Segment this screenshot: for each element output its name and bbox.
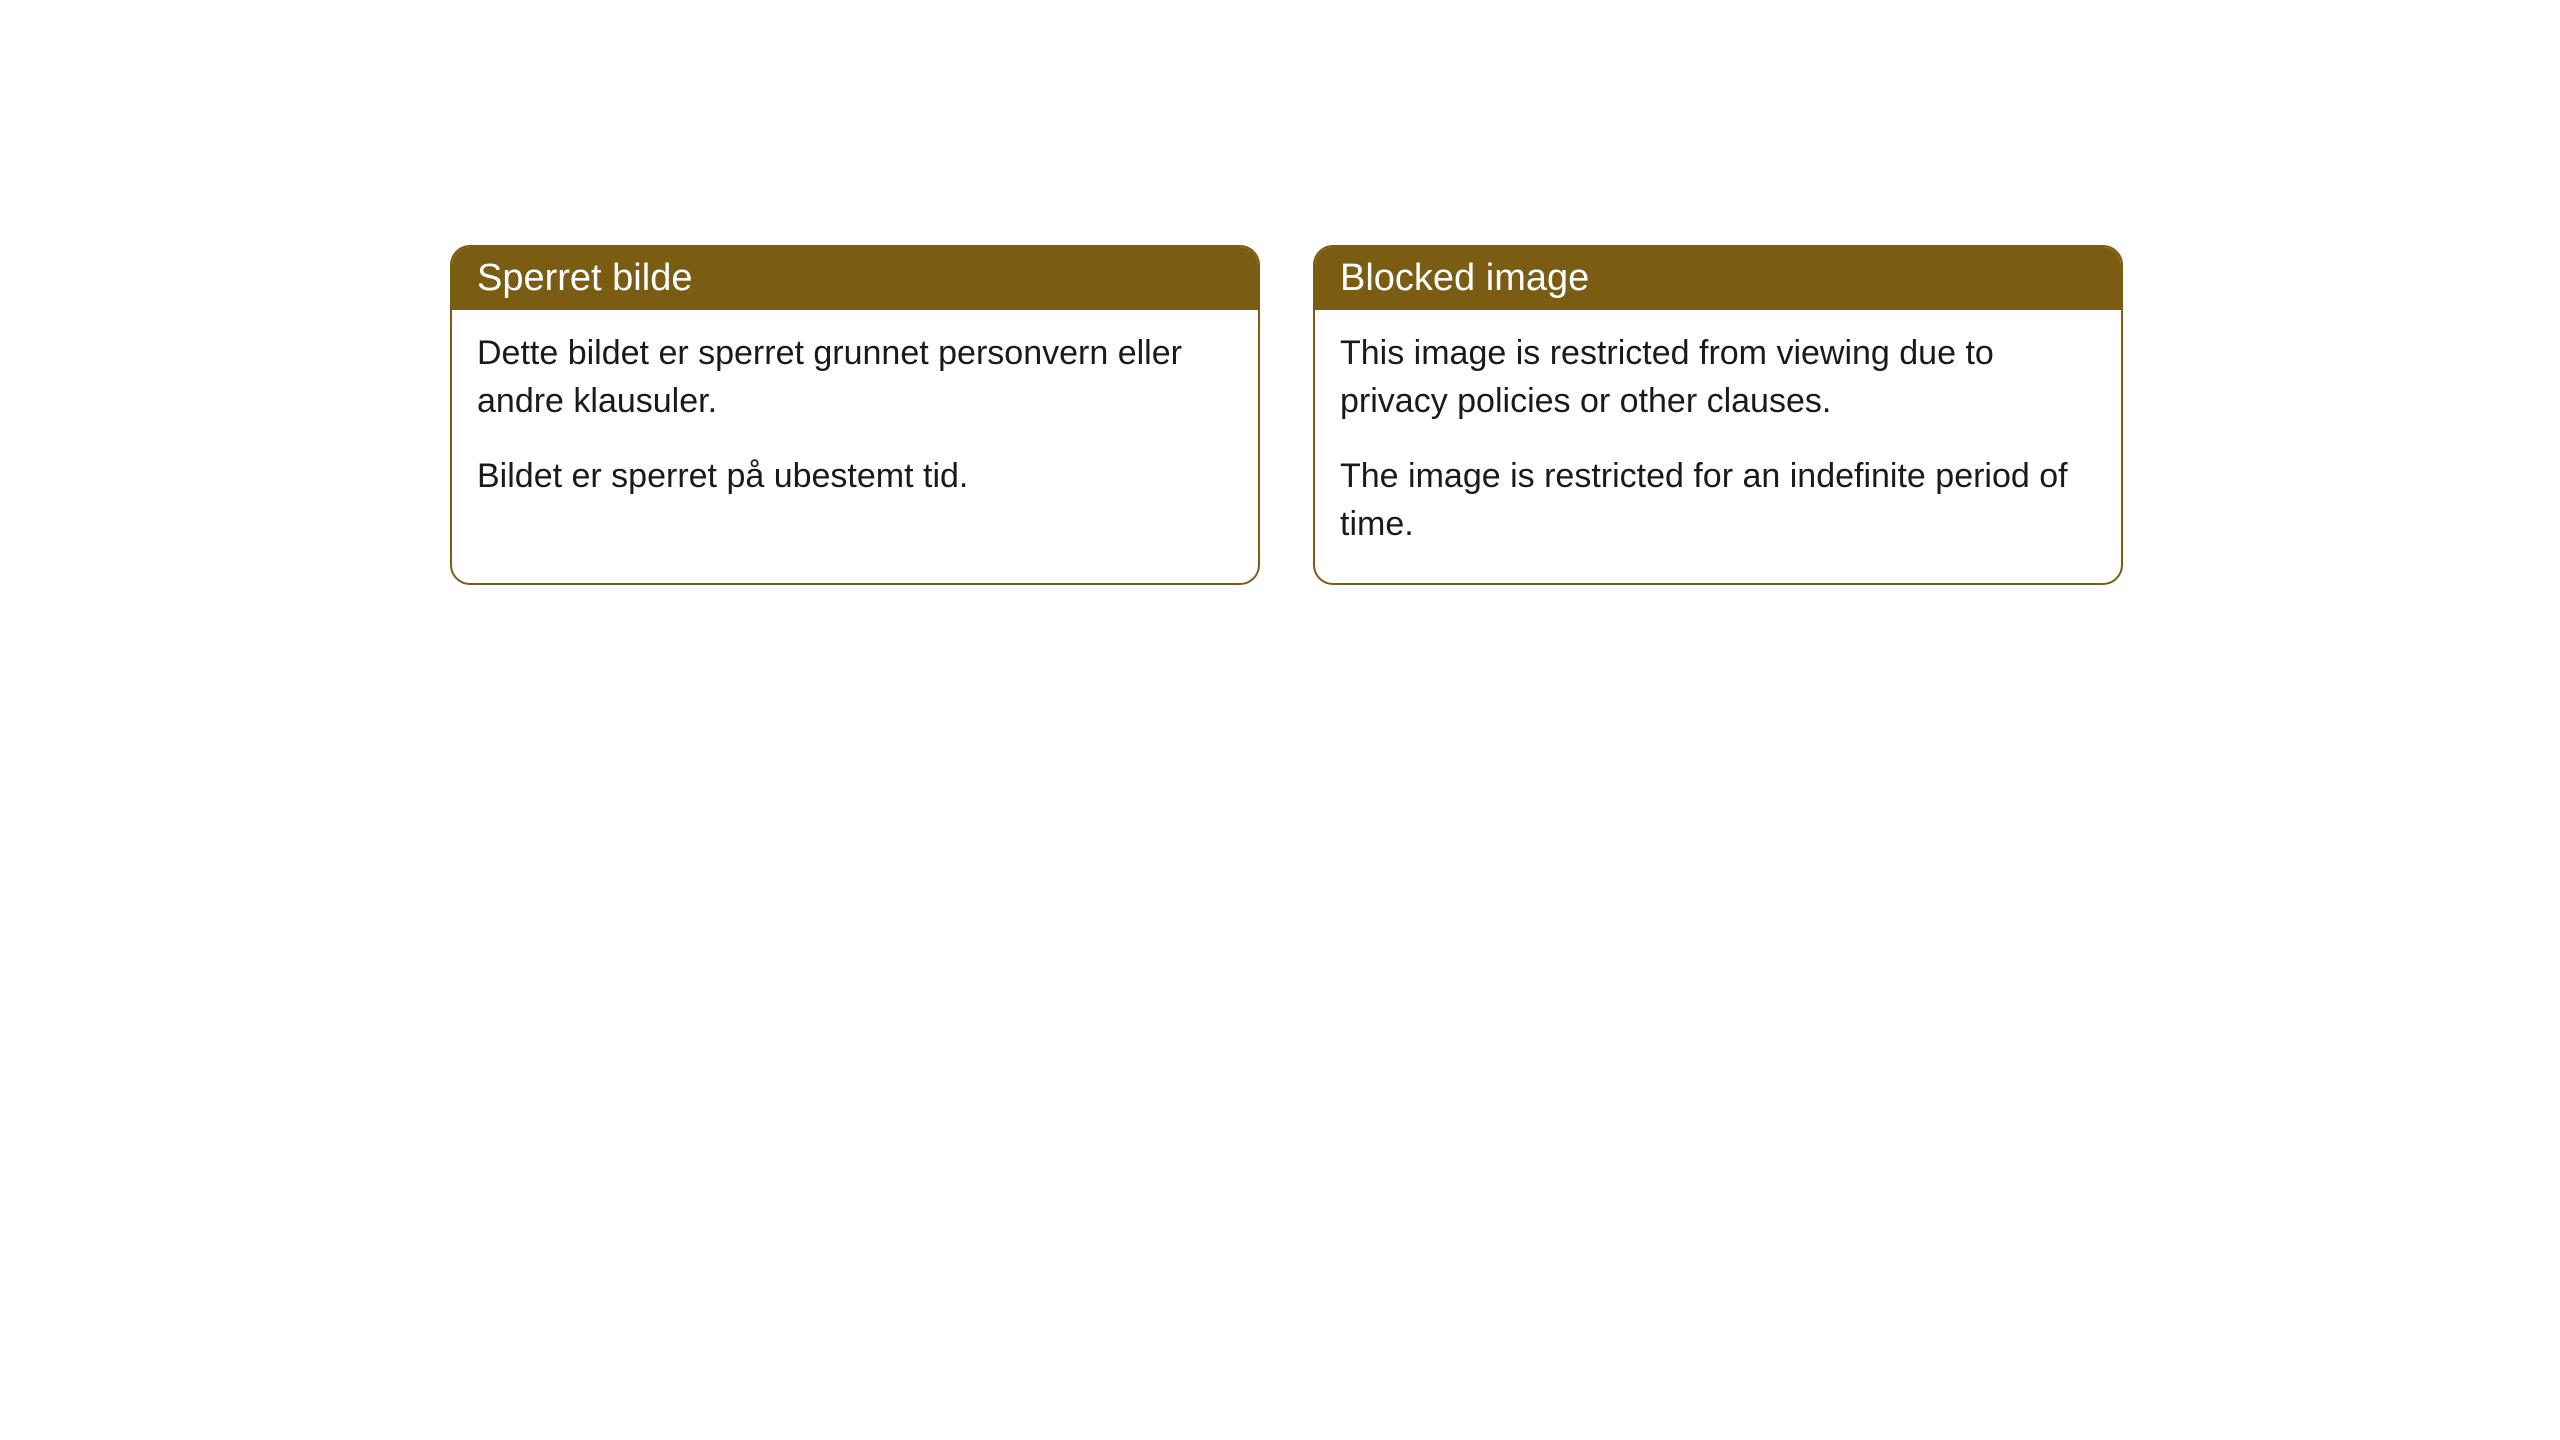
card-title: Sperret bilde [452,247,1258,310]
card-paragraph: This image is restricted from viewing du… [1340,330,2096,425]
notice-cards-container: Sperret bilde Dette bildet er sperret gr… [450,245,2123,585]
card-body: Dette bildet er sperret grunnet personve… [452,310,1258,536]
card-paragraph: Dette bildet er sperret grunnet personve… [477,330,1233,425]
card-paragraph: Bildet er sperret på ubestemt tid. [477,453,1233,501]
notice-card-english: Blocked image This image is restricted f… [1313,245,2123,585]
card-body: This image is restricted from viewing du… [1315,310,2121,583]
notice-card-norwegian: Sperret bilde Dette bildet er sperret gr… [450,245,1260,585]
card-title: Blocked image [1315,247,2121,310]
card-paragraph: The image is restricted for an indefinit… [1340,453,2096,548]
